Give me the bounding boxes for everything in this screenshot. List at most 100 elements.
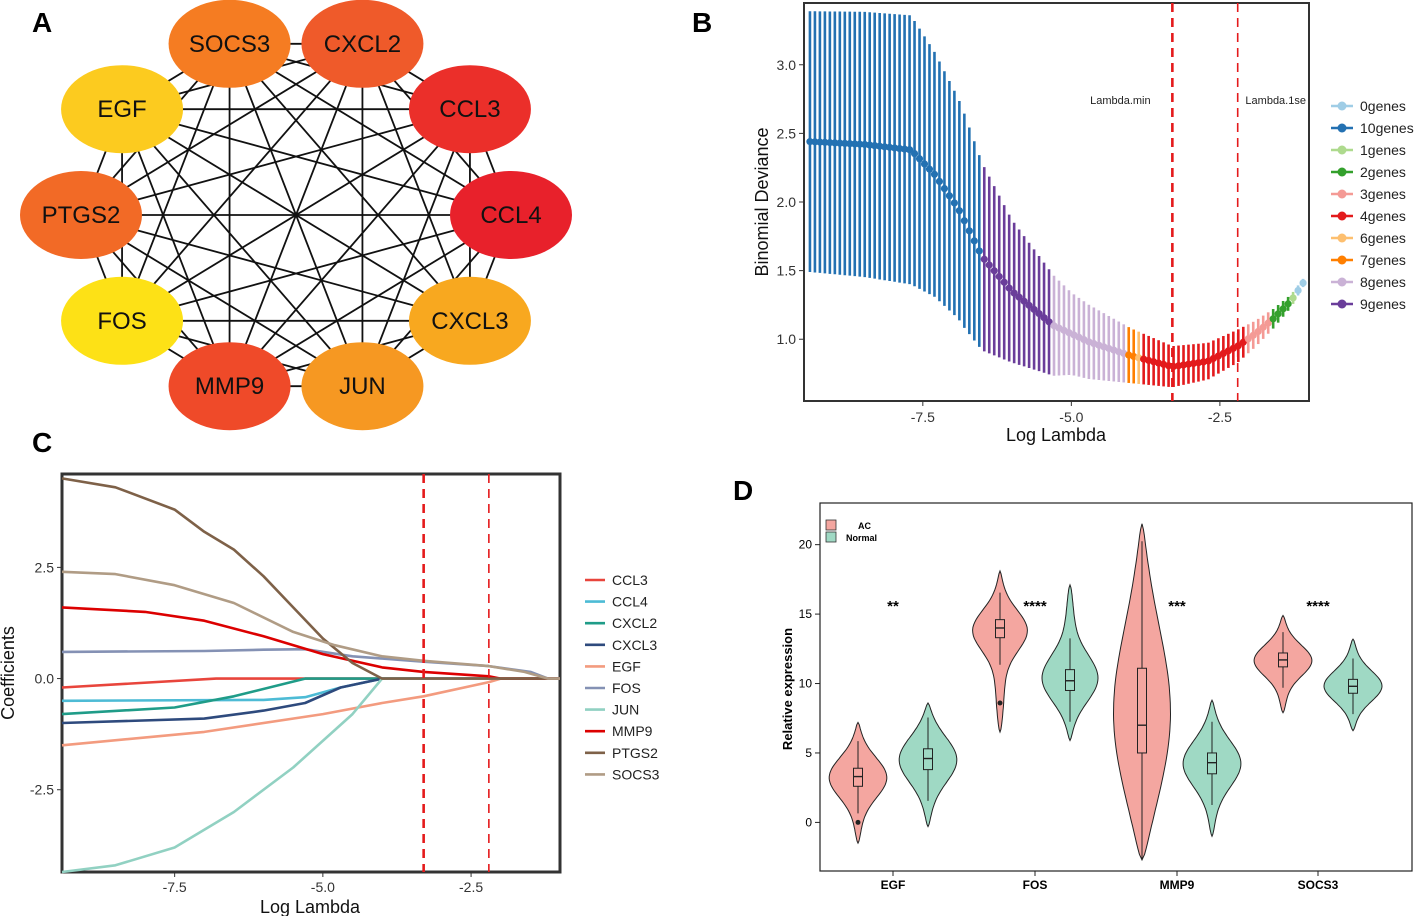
- deviance-point: [915, 155, 924, 163]
- legend-marker: [1337, 211, 1347, 221]
- legend-swatch: [825, 531, 837, 543]
- deviance-point: [1020, 297, 1028, 305]
- legend-item-2genes: 2genes: [1331, 164, 1406, 180]
- legend-item-ptgs2: PTGS2: [585, 745, 658, 761]
- legend-marker: [1337, 233, 1347, 243]
- significance-marks: ** **** *** ****: [887, 598, 1330, 615]
- node-label: SOCS3: [189, 31, 270, 58]
- legend-item-jun: JUN: [585, 702, 639, 718]
- deviance-point: [1249, 331, 1257, 339]
- legend-label: FOS: [612, 680, 641, 696]
- legend-marker: [1337, 123, 1347, 133]
- legend-label: CCL4: [612, 594, 648, 610]
- box: [1137, 667, 1147, 754]
- legend-label: 0genes: [1360, 98, 1406, 114]
- significance-egf: **: [887, 598, 899, 615]
- node-ptgs2: PTGS2: [20, 171, 142, 259]
- legend-item-socs3: SOCS3: [585, 766, 660, 782]
- category-label-fos: FOS: [1023, 878, 1048, 892]
- coefficient-paths: [61, 477, 560, 874]
- violin-egf-ac: [828, 721, 888, 845]
- outlier-point: [855, 819, 861, 825]
- violin-socs3-ac: [1253, 614, 1313, 714]
- legend-item-1genes: 1genes: [1331, 142, 1406, 158]
- node-label: CXCL3: [431, 308, 508, 335]
- legend-label: AC: [858, 521, 871, 531]
- panel-letter-b: B: [692, 7, 712, 38]
- y-tick-label: 1.0: [777, 331, 797, 347]
- panel-letter-c: C: [32, 427, 52, 458]
- y-tick-label: 3.0: [777, 57, 797, 73]
- legend-label: 4genes: [1360, 208, 1406, 224]
- y-tick-label: 0.0: [35, 671, 55, 687]
- edge-cxcl3-egf: [121, 108, 471, 322]
- edge-mmp9-egf: [121, 108, 231, 387]
- edge-ccl4-egf: [121, 108, 512, 216]
- legend-d: AC Normal: [825, 519, 877, 543]
- legend-b: 0genes 10genes 1genes 2genes 3genes 4genes 6ge…: [1331, 98, 1414, 312]
- legend-label: 6genes: [1360, 230, 1406, 246]
- node-cxcl3: CXCL3: [408, 276, 531, 365]
- panel-c: C -7.5 -5.0 -2.5 -2.5 0.0 2.5 Log Lambda Coe…: [0, 427, 660, 916]
- node-cxcl2: CXCL2: [301, 0, 424, 88]
- legend-c: CCL3 CCL4 CXCL2 CXCL3 EGF FOS JUN MMP9 PTGS2 SOCS…: [585, 572, 660, 782]
- deviance-point: [1010, 289, 1018, 297]
- y-ticks-d: 0 5 10 15 20: [799, 538, 820, 829]
- edge-ccl4-mmp9: [229, 214, 512, 387]
- node-ccl3: CCL3: [408, 65, 531, 154]
- deviance-point: [930, 170, 939, 178]
- node-label: FOS: [97, 308, 146, 335]
- deviance-point: [970, 237, 978, 245]
- y-axis-title-c: Coefficients: [0, 626, 18, 720]
- node-label: MMP9: [195, 373, 264, 400]
- legend-label: 10genes: [1360, 120, 1414, 136]
- deviance-point: [910, 149, 919, 158]
- node-shape-cxcl3: [408, 276, 531, 365]
- legend-label: 2genes: [1360, 164, 1406, 180]
- legend-label: SOCS3: [612, 766, 660, 782]
- violin-egf-normal: [898, 702, 958, 828]
- node-label: EGF: [97, 96, 146, 123]
- deviance-point: [1000, 278, 1008, 286]
- legend-item-ccl4: CCL4: [585, 594, 648, 610]
- significance-mmp9: ***: [1168, 598, 1186, 615]
- legend-swatch: [825, 519, 837, 531]
- legend-item-cxcl3: CXCL3: [585, 637, 657, 653]
- violin-shape: [828, 721, 888, 845]
- deviance-point: [1279, 305, 1287, 313]
- category-label-egf: EGF: [881, 878, 906, 892]
- legend-item-ac: AC: [825, 519, 871, 531]
- legend-label: JUN: [612, 702, 639, 718]
- edge-jun-egf: [121, 108, 364, 387]
- deviance-point: [1269, 315, 1277, 323]
- legend-item-9genes: 9genes: [1331, 296, 1406, 312]
- node-fos: FOS: [61, 276, 184, 365]
- edge-cxcl2-cxcl3: [361, 43, 471, 322]
- legend-label: 3genes: [1360, 186, 1406, 202]
- x-tick-label: -7.5: [163, 879, 187, 895]
- deviance-point: [1040, 314, 1048, 322]
- deviance-point: [1254, 327, 1262, 336]
- deviance-point: [925, 165, 934, 173]
- legend-marker: [1337, 167, 1347, 177]
- edge-ccl3-ptgs2: [80, 108, 471, 216]
- deviance-point: [1030, 305, 1038, 314]
- legend-item-cxcl2: CXCL2: [585, 615, 657, 631]
- x-ticks-b: -7.5 -5.0 -2.5: [911, 401, 1232, 425]
- violin-shape: [1182, 699, 1242, 838]
- deviance-points: [806, 138, 1307, 371]
- node-label: JUN: [339, 373, 386, 400]
- deviance-point: [935, 177, 944, 185]
- legend-item-mmp9: MMP9: [585, 723, 653, 739]
- network-edges: [80, 42, 512, 388]
- deviance-point: [1015, 293, 1023, 301]
- legend-item-10genes: 10genes: [1331, 120, 1414, 136]
- violins: [828, 523, 1383, 862]
- violin-fos-ac: [972, 569, 1028, 734]
- legend-label: 1genes: [1360, 142, 1406, 158]
- category-label-mmp9: MMP9: [1160, 878, 1195, 892]
- legend-label: CXCL2: [612, 615, 657, 631]
- node-shape-egf: [61, 65, 184, 154]
- deviance-point: [985, 261, 993, 269]
- node-label: CCL3: [439, 96, 500, 123]
